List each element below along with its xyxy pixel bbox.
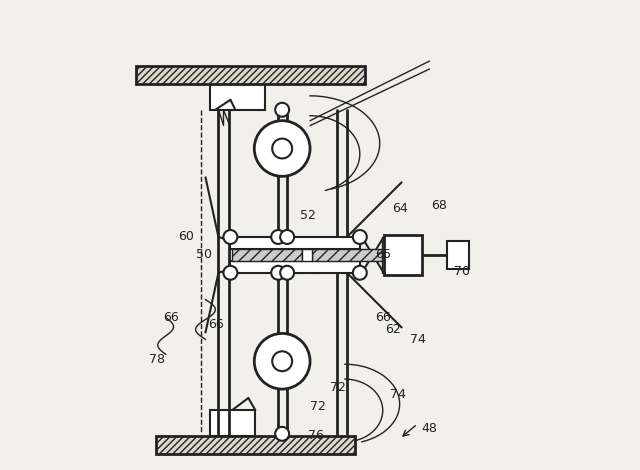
Text: 66: 66 xyxy=(163,311,179,324)
Text: 66: 66 xyxy=(375,311,390,324)
Text: 64: 64 xyxy=(392,202,408,215)
Circle shape xyxy=(254,121,310,176)
Text: 72: 72 xyxy=(330,381,346,393)
Text: 76: 76 xyxy=(308,429,324,442)
Circle shape xyxy=(275,103,289,117)
Text: 74: 74 xyxy=(410,333,426,346)
Circle shape xyxy=(275,427,289,441)
Bar xyxy=(211,84,265,110)
Bar xyxy=(447,241,469,269)
Text: 54: 54 xyxy=(256,360,272,374)
Text: 60: 60 xyxy=(179,230,195,243)
Bar xyxy=(312,249,381,261)
Bar xyxy=(156,436,355,454)
Bar xyxy=(302,249,312,261)
Circle shape xyxy=(280,266,294,280)
Circle shape xyxy=(271,266,285,280)
Text: 52: 52 xyxy=(300,209,316,222)
Circle shape xyxy=(353,230,367,244)
Bar xyxy=(232,249,302,261)
Text: 48: 48 xyxy=(422,423,437,435)
Text: 62: 62 xyxy=(385,323,401,336)
Text: 66: 66 xyxy=(375,248,390,261)
Circle shape xyxy=(353,266,367,280)
Circle shape xyxy=(223,230,237,244)
Bar xyxy=(230,261,360,273)
Text: 78: 78 xyxy=(148,353,164,366)
Text: 70: 70 xyxy=(454,265,470,278)
Text: 66: 66 xyxy=(209,318,224,331)
Text: 72: 72 xyxy=(310,400,326,414)
Bar xyxy=(211,410,255,436)
Bar xyxy=(384,235,422,275)
Circle shape xyxy=(254,333,310,389)
Circle shape xyxy=(223,266,237,280)
Text: 74: 74 xyxy=(390,388,406,400)
Circle shape xyxy=(271,230,285,244)
Circle shape xyxy=(272,351,292,371)
Circle shape xyxy=(280,230,294,244)
Bar xyxy=(230,237,360,249)
Bar xyxy=(136,66,365,84)
Text: 68: 68 xyxy=(431,199,447,212)
Circle shape xyxy=(272,139,292,158)
Text: 50: 50 xyxy=(196,248,212,261)
